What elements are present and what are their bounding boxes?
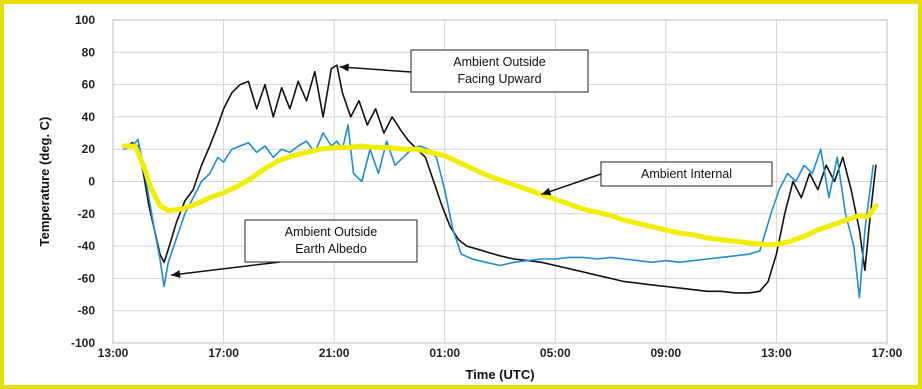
x-axis-title: Time (UTC) bbox=[465, 367, 534, 382]
y-axis-title: Temperature (deg. C) bbox=[37, 117, 52, 247]
annotation-arrowhead bbox=[339, 63, 349, 72]
annotation-leader-line bbox=[339, 66, 412, 73]
series-lines bbox=[121, 64, 879, 299]
annotation-leader-line bbox=[170, 261, 281, 276]
y-tick-label: 80 bbox=[82, 45, 96, 59]
y-tick-label: 20 bbox=[82, 142, 96, 156]
x-tick-label: 13:00 bbox=[98, 346, 129, 360]
axes bbox=[112, 19, 888, 344]
annotations: Ambient Outside Facing Upward Ambient Inte… bbox=[170, 49, 773, 279]
plot-area bbox=[112, 19, 888, 344]
y-tick-label: 40 bbox=[82, 110, 96, 124]
y-tick-label: -60 bbox=[78, 271, 96, 285]
x-tick-label: 01:00 bbox=[429, 346, 460, 360]
x-tick-label: 13:00 bbox=[761, 346, 792, 360]
y-tick-label: -80 bbox=[78, 304, 96, 318]
annotation-box bbox=[244, 219, 418, 263]
annotation-arrowhead bbox=[541, 187, 552, 196]
annotation-label: Facing Upward bbox=[457, 72, 541, 86]
y-tick-label: 100 bbox=[75, 13, 95, 27]
annotation-label: Ambient Outside bbox=[285, 225, 377, 239]
y-tick-label: -20 bbox=[78, 207, 96, 221]
x-tick-label: 17:00 bbox=[208, 346, 239, 360]
y-tick-label: -40 bbox=[78, 239, 96, 253]
series-line bbox=[123, 64, 877, 294]
annotation-box bbox=[410, 49, 589, 93]
annotation-label: Ambient Outside bbox=[453, 55, 545, 69]
x-tick-label: 21:00 bbox=[319, 346, 350, 360]
x-tick-label: 05:00 bbox=[540, 346, 571, 360]
y-tick-label: -100 bbox=[71, 336, 95, 350]
annotation-arrowhead bbox=[171, 270, 181, 279]
annotation-leader-line bbox=[541, 173, 602, 196]
y-tick-label: 60 bbox=[82, 78, 96, 92]
annotation-label: Ambient Internal bbox=[641, 167, 732, 181]
series-line bbox=[123, 124, 874, 299]
series-line bbox=[121, 143, 879, 247]
x-tick-label: 09:00 bbox=[651, 346, 682, 360]
x-tick-label: 17:00 bbox=[872, 346, 903, 360]
annotation-box bbox=[600, 161, 773, 187]
y-tick-label: 0 bbox=[88, 175, 95, 189]
annotation-label: Earth Albedo bbox=[295, 242, 367, 256]
